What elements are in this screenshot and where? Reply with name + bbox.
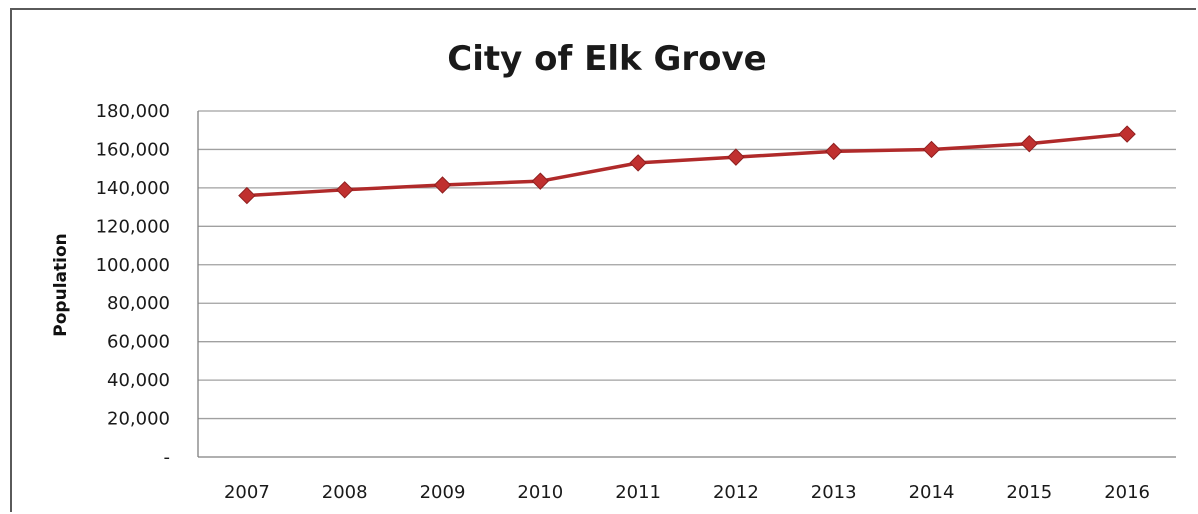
data-series [238,125,1136,205]
y-tick-label: 20,000 [107,409,170,430]
data-point-marker [531,172,550,190]
y-tick-labels: - 20,000 40,000 60,000 80,000 100,000 120,000 1… [96,101,170,468]
data-point-marker [922,140,941,159]
data-point-marker [727,148,745,166]
x-tick-label: 2013 [811,482,857,503]
data-point-marker [1118,125,1136,143]
y-tick-label: 60,000 [107,332,170,353]
y-axis-label: Population [51,233,71,336]
x-tick-label: 2011 [615,482,661,503]
data-point-marker [335,181,354,199]
x-tick-labels: 2007 2008 2009 2010 2011 2012 2013 2014 2015 2016 [224,482,1150,503]
y-tick-label: 160,000 [96,139,170,160]
data-point-marker [629,154,647,172]
x-tick-label: 2008 [322,482,368,503]
x-tick-label: 2007 [224,482,270,503]
y-tick-label: 100,000 [96,255,170,276]
chart-title: City of Elk Grove [447,39,766,79]
x-tick-label: 2012 [713,482,759,503]
y-tick-label: 80,000 [107,293,170,314]
data-point-marker [433,176,452,194]
y-tick-label: 40,000 [107,370,170,391]
series-line [246,132,1128,198]
y-tick-label: 120,000 [96,216,170,237]
y-tick-label: - [164,447,171,468]
x-tick-label: 2014 [909,482,955,503]
x-tick-label: 2009 [420,482,466,503]
data-point-marker [238,186,256,205]
data-point-marker [1020,134,1039,153]
axes [197,111,1176,458]
gridlines [198,110,1176,420]
chart-frame [10,8,1196,512]
data-point-marker [824,142,843,161]
x-tick-label: 2010 [517,482,563,503]
y-tick-label: 180,000 [96,101,170,122]
y-tick-label: 140,000 [96,178,170,199]
x-tick-label: 2016 [1104,482,1150,503]
x-tick-label: 2015 [1006,482,1052,503]
